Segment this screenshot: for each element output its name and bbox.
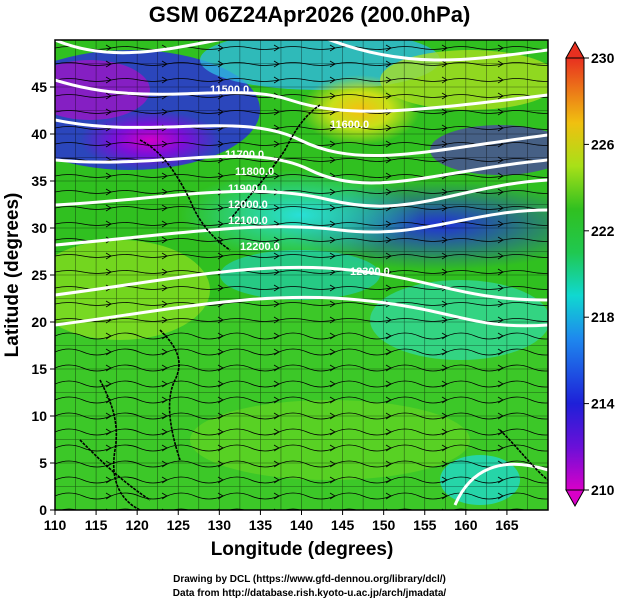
y-tick-label: 35 <box>31 173 47 189</box>
colorbar-label: 222 <box>591 223 615 239</box>
x-tick-label: 115 <box>85 517 108 533</box>
x-axis-label: Longitude (degrees) <box>211 539 394 560</box>
contour-label: 12100.0 <box>228 215 268 227</box>
x-tick-label: 145 <box>331 517 355 533</box>
colorbar: 210 214 218 222 226 230 <box>565 40 615 508</box>
contour-label: 11600.0 <box>330 119 369 131</box>
x-axis-ticks: 110 115 120 125 130 135 140 145 150 155 160 165 <box>44 510 519 533</box>
x-tick-label: 130 <box>208 517 232 533</box>
x-tick-label: 120 <box>125 517 149 533</box>
colorbar-label: 218 <box>591 309 615 325</box>
contour-label: 12200.0 <box>240 241 280 253</box>
x-tick-label: 155 <box>413 517 437 533</box>
y-axis-ticks: 0 5 10 15 20 25 30 35 40 45 <box>31 79 55 518</box>
y-tick-label: 45 <box>31 79 47 95</box>
y-tick-label: 15 <box>31 361 47 377</box>
contour-label: 12300.0 <box>350 266 390 278</box>
page-title: GSM 06Z24Apr2026 (200.0hPa) <box>148 2 471 27</box>
contour-label: 11800.0 <box>235 166 274 178</box>
contour-label: 11900.0 <box>228 183 267 195</box>
x-tick-label: 125 <box>167 517 191 533</box>
y-tick-label: 20 <box>31 314 47 330</box>
colorbar-label: 210 <box>591 482 615 498</box>
credit-data-source: Data from http://database.rish.kyoto-u.a… <box>172 588 447 599</box>
x-tick-label: 140 <box>290 517 314 533</box>
x-tick-label: 110 <box>44 517 67 533</box>
colorbar-label: 230 <box>591 50 615 66</box>
colorbar-label: 226 <box>591 136 615 152</box>
height-contours <box>55 40 548 506</box>
colorbar-label: 214 <box>591 396 615 412</box>
credit-drawing: Drawing by DCL (https://www.gfd-dennou.o… <box>173 574 446 585</box>
x-tick-label: 160 <box>454 517 478 533</box>
y-tick-label: 30 <box>31 220 47 236</box>
contour-label: 12000.0 <box>228 199 268 211</box>
temperature-field <box>55 40 548 510</box>
x-tick-label: 135 <box>249 517 273 533</box>
contour-labels: 11500.0 11600.0 11700.0 11800.0 11900.0 … <box>210 84 390 278</box>
x-tick-label: 165 <box>495 517 519 533</box>
contour-label: 11500.0 <box>210 84 249 96</box>
contour-label: 11700.0 <box>225 149 264 161</box>
coastlines <box>79 104 548 510</box>
y-tick-label: 5 <box>39 455 47 471</box>
y-tick-label: 10 <box>31 408 47 424</box>
y-tick-label: 25 <box>31 267 47 283</box>
y-tick-label: 0 <box>39 502 47 518</box>
y-axis-label: Latitude (degrees) <box>2 193 23 358</box>
x-tick-label: 150 <box>372 517 396 533</box>
y-tick-label: 40 <box>31 126 47 142</box>
